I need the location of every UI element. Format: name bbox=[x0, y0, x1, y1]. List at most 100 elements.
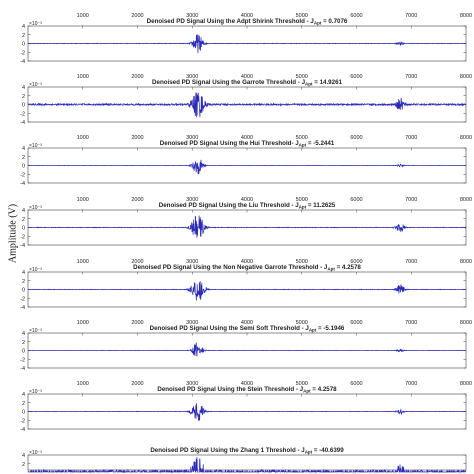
x-tick-label: 2000 bbox=[131, 13, 143, 19]
x-tick-label: 5000 bbox=[296, 13, 308, 19]
x-tick-label: 3000 bbox=[186, 320, 198, 326]
x-tick-label: 8000 bbox=[460, 74, 472, 80]
y-tick-label: 0 bbox=[22, 226, 25, 232]
x-tick-label: 3000 bbox=[186, 135, 198, 141]
x-tick-label: 4000 bbox=[241, 135, 253, 141]
y-tick-label: 4 bbox=[22, 270, 25, 276]
x-tick-label: 8000 bbox=[460, 381, 472, 387]
x-tick-label: 3000 bbox=[186, 381, 198, 387]
x-tick-label: 4000 bbox=[241, 13, 253, 19]
x-tick-label: 6000 bbox=[350, 135, 362, 141]
y-tick-label: 2 bbox=[22, 340, 25, 346]
signal-trace bbox=[27, 281, 467, 301]
y-tick-label: 0 bbox=[22, 410, 25, 416]
subplot-3: Denoised PD Signal Using the Hui Thresho… bbox=[20, 135, 472, 187]
x-tick-label: 2000 bbox=[131, 320, 143, 326]
y-tick-label: -4 bbox=[20, 366, 25, 372]
x-tick-label: 6000 bbox=[350, 381, 362, 387]
signal-trace bbox=[27, 403, 467, 421]
x-tick-label: 7000 bbox=[405, 13, 417, 19]
x-tick-label: 6000 bbox=[350, 259, 362, 265]
y-tick-label: 0 bbox=[22, 288, 25, 294]
x-tick-label: 5000 bbox=[296, 381, 308, 387]
subplot-8: Denoised PD Signal Using the Zhang 1 Thr… bbox=[22, 447, 467, 474]
y-tick-label: -2 bbox=[20, 357, 25, 363]
subplot-title: Denoised PD Signal Using the Liu Thresho… bbox=[159, 202, 336, 210]
subplot-2: Denoised PD Signal Using the Garrote Thr… bbox=[20, 74, 472, 126]
subplot-title: Denoised PD Signal Using the Hui Thresho… bbox=[160, 140, 335, 148]
x-tick-label: 5000 bbox=[296, 74, 308, 80]
x-tick-label: 7000 bbox=[405, 320, 417, 326]
y-tick-label: 2 bbox=[22, 217, 25, 223]
y-tick-label: -4 bbox=[20, 59, 25, 65]
y-tick-label: -4 bbox=[20, 305, 25, 311]
y-tick-label: -2 bbox=[20, 296, 25, 302]
x-tick-label: 1000 bbox=[77, 259, 89, 265]
subplot-title: Denoised PD Signal Using the Stein Thres… bbox=[157, 386, 337, 394]
subplot-1: Denoised PD Signal Using the Adpt Shirin… bbox=[20, 13, 472, 65]
y-tick-label: 4 bbox=[22, 24, 25, 30]
x-tick-label: 7000 bbox=[405, 259, 417, 265]
x-tick-label: 6000 bbox=[350, 197, 362, 203]
subplot-title: Denoised PD Signal Using the Semi Soft T… bbox=[150, 325, 345, 333]
x-tick-label: 4000 bbox=[241, 259, 253, 265]
x-tick-label: 4000 bbox=[241, 381, 253, 387]
y-tick-label: 4 bbox=[22, 85, 25, 91]
signal-trace bbox=[27, 215, 467, 238]
x-tick-label: 2000 bbox=[131, 135, 143, 141]
y-tick-label: 4 bbox=[22, 453, 25, 459]
signal-trace bbox=[27, 159, 467, 175]
x-tick-label: 1000 bbox=[77, 320, 89, 326]
y-axis-label: Amplitude (V) bbox=[7, 203, 19, 264]
y-tick-label: 0 bbox=[22, 164, 25, 170]
x-tick-label: 7000 bbox=[405, 197, 417, 203]
y-tick-label: 2 bbox=[22, 401, 25, 407]
x-tick-label: 1000 bbox=[77, 13, 89, 19]
axis-exponent-label: ×10⁻³ bbox=[29, 450, 42, 456]
subplot-title: Denoised PD Signal Using the Non Negativ… bbox=[133, 264, 361, 272]
x-tick-label: 3000 bbox=[186, 13, 198, 19]
y-tick-label: 0 bbox=[22, 349, 25, 355]
y-tick-label: 2 bbox=[22, 94, 25, 100]
y-tick-label: 2 bbox=[22, 33, 25, 39]
x-tick-label: 1000 bbox=[77, 381, 89, 387]
y-tick-label: 4 bbox=[22, 208, 25, 214]
subplot-title: Denoised PD Signal Using the Adpt Shirin… bbox=[147, 18, 348, 26]
subplot-4: Denoised PD Signal Using the Liu Thresho… bbox=[20, 197, 472, 249]
x-tick-label: 8000 bbox=[460, 13, 472, 19]
x-tick-label: 3000 bbox=[186, 197, 198, 203]
subplot-title: Denoised PD Signal Using the Garrote Thr… bbox=[152, 79, 342, 87]
y-tick-label: -4 bbox=[20, 181, 25, 187]
signal-trace bbox=[27, 457, 467, 474]
y-tick-label: -4 bbox=[20, 243, 25, 249]
y-tick-label: 2 bbox=[22, 279, 25, 285]
y-tick-label: 2 bbox=[22, 462, 25, 468]
x-tick-label: 7000 bbox=[405, 381, 417, 387]
axis-exponent-label: ×10⁻³ bbox=[29, 328, 42, 334]
x-tick-label: 5000 bbox=[296, 320, 308, 326]
x-tick-label: 8000 bbox=[460, 197, 472, 203]
x-tick-label: 6000 bbox=[350, 13, 362, 19]
y-tick-label: 4 bbox=[22, 146, 25, 152]
x-tick-label: 6000 bbox=[350, 320, 362, 326]
axis-exponent-label: ×10⁻³ bbox=[29, 143, 42, 149]
y-tick-label: 4 bbox=[22, 331, 25, 337]
x-tick-label: 4000 bbox=[241, 74, 253, 80]
y-tick-label: -2 bbox=[20, 172, 25, 178]
x-tick-label: 2000 bbox=[131, 381, 143, 387]
x-tick-label: 8000 bbox=[460, 259, 472, 265]
x-tick-label: 1000 bbox=[77, 74, 89, 80]
x-tick-label: 8000 bbox=[460, 135, 472, 141]
y-tick-label: -2 bbox=[20, 234, 25, 240]
x-tick-label: 5000 bbox=[296, 259, 308, 265]
x-tick-label: 2000 bbox=[131, 74, 143, 80]
x-tick-label: 5000 bbox=[296, 135, 308, 141]
x-tick-label: 4000 bbox=[241, 320, 253, 326]
subplot-5: Denoised PD Signal Using the Non Negativ… bbox=[20, 259, 472, 311]
x-tick-label: 1000 bbox=[77, 197, 89, 203]
x-tick-label: 3000 bbox=[186, 74, 198, 80]
x-tick-label: 2000 bbox=[131, 259, 143, 265]
y-tick-label: 4 bbox=[22, 392, 25, 398]
x-tick-label: 5000 bbox=[296, 197, 308, 203]
